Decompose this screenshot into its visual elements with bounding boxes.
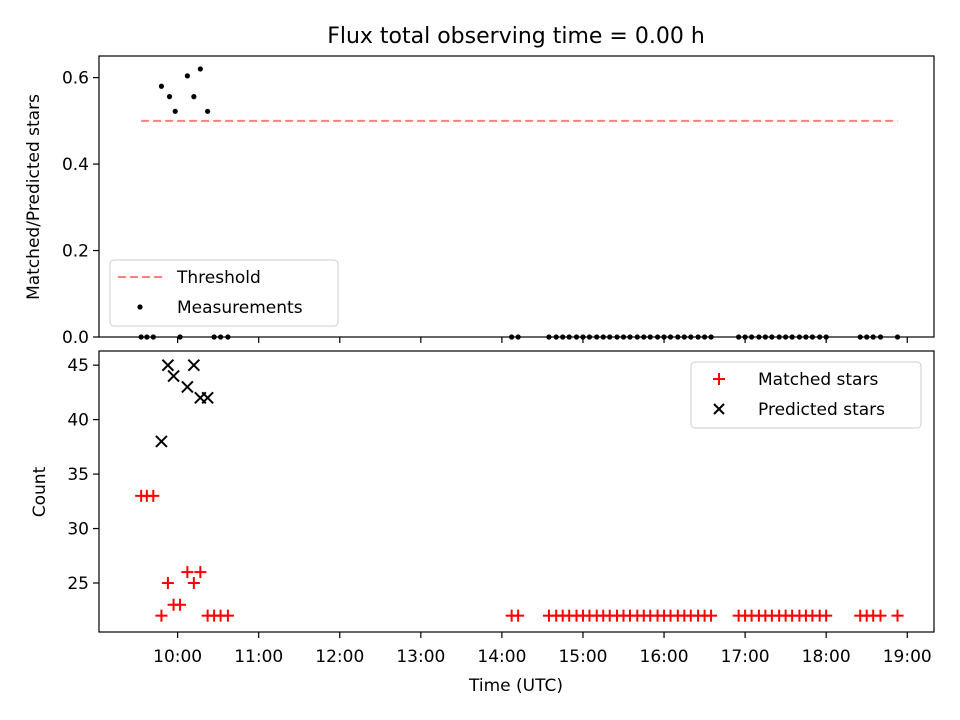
matched-star-point <box>874 609 887 622</box>
measurement-point <box>197 66 203 72</box>
measurement-point <box>166 94 173 100</box>
matched-star-point <box>194 566 207 579</box>
legend-matched-swatch <box>713 373 725 385</box>
y-tick-label: 0.2 <box>62 242 89 262</box>
y-tick-label: 0.4 <box>62 155 89 175</box>
matched-star-point <box>221 609 234 622</box>
matched-star-point <box>891 609 904 622</box>
legend-box <box>690 361 922 429</box>
legend-ratio: Threshold Measurements <box>109 259 339 327</box>
plot-area-count <box>135 358 904 622</box>
predicted-star-point <box>201 391 214 405</box>
x-tick-label: 15:00 <box>558 647 607 667</box>
matched-star-point <box>155 609 168 622</box>
matched-star-point <box>161 576 174 589</box>
y-axis-label-count: Count <box>30 466 50 517</box>
legend-measurements-swatch <box>137 304 143 310</box>
matched-star-point <box>147 489 160 502</box>
x-tick-label: 11:00 <box>234 647 283 667</box>
y-tick-label: 0.6 <box>62 69 89 89</box>
x-tick-label: 10:00 <box>153 647 202 667</box>
x-ticks-count: 10:00 11:00 12:00 13:00 14:00 15:00 16:00 17:00… <box>153 632 932 667</box>
predicted-star-point <box>167 369 180 383</box>
matched-star-point <box>512 609 525 622</box>
matched-star-point <box>705 609 718 622</box>
legend-predicted-swatch <box>713 403 725 415</box>
y-tick-label: 0.0 <box>62 328 89 348</box>
legend-predicted-label: Predicted stars <box>758 400 885 420</box>
x-tick-label: 17:00 <box>721 647 770 667</box>
x-axis-label: Time (UTC) <box>468 676 563 696</box>
x-tick-label: 19:00 <box>883 647 932 667</box>
legend-matched-label: Matched stars <box>758 370 878 390</box>
predicted-star-point <box>187 358 201 372</box>
x-tick-label: 13:00 <box>396 647 445 667</box>
axes-frame-ratio <box>98 55 935 338</box>
measurement-point <box>172 108 178 114</box>
x-tick-label: 18:00 <box>802 647 851 667</box>
predicted-star-point <box>155 435 168 448</box>
y-tick-label: 45 <box>67 356 89 376</box>
measurement-point <box>205 108 211 114</box>
ratio-panel: Flux total observing time = 0.00 h Match… <box>24 24 935 348</box>
x-tick-label: 16:00 <box>640 647 689 667</box>
measurement-point <box>191 94 197 100</box>
legend-count: Matched stars Predicted stars <box>690 361 922 429</box>
y-tick-label: 40 <box>67 411 89 431</box>
count-panel: Count Time (UTC) 25 30 35 40 45 10:00 11:00 12… <box>30 350 935 696</box>
x-tick-label: 12:00 <box>315 647 364 667</box>
predicted-star-point <box>161 358 175 372</box>
legend-measurements-label: Measurements <box>177 298 303 318</box>
measurement-point <box>184 73 190 79</box>
matched-star-point <box>181 566 194 579</box>
measurement-point <box>158 83 165 89</box>
axes-frame-count <box>98 350 935 633</box>
y-tick-label: 30 <box>67 520 89 540</box>
y-axis-label-ratio: Matched/Predicted stars <box>24 94 44 300</box>
chart-title: Flux total observing time = 0.00 h <box>327 24 705 49</box>
y-ticks-count: 25 30 35 40 45 <box>67 356 99 594</box>
y-ticks-ratio: 0.0 0.2 0.4 0.6 <box>62 69 99 348</box>
legend-box <box>109 259 339 327</box>
matched-star-point <box>174 598 187 611</box>
matched-star-point <box>820 609 833 622</box>
x-tick-label: 14:00 <box>477 647 526 667</box>
legend-threshold-label: Threshold <box>176 268 261 288</box>
matched-star-point <box>187 576 200 589</box>
predicted-star-point <box>181 380 194 394</box>
y-tick-label: 35 <box>67 465 89 485</box>
y-tick-label: 25 <box>67 574 89 594</box>
